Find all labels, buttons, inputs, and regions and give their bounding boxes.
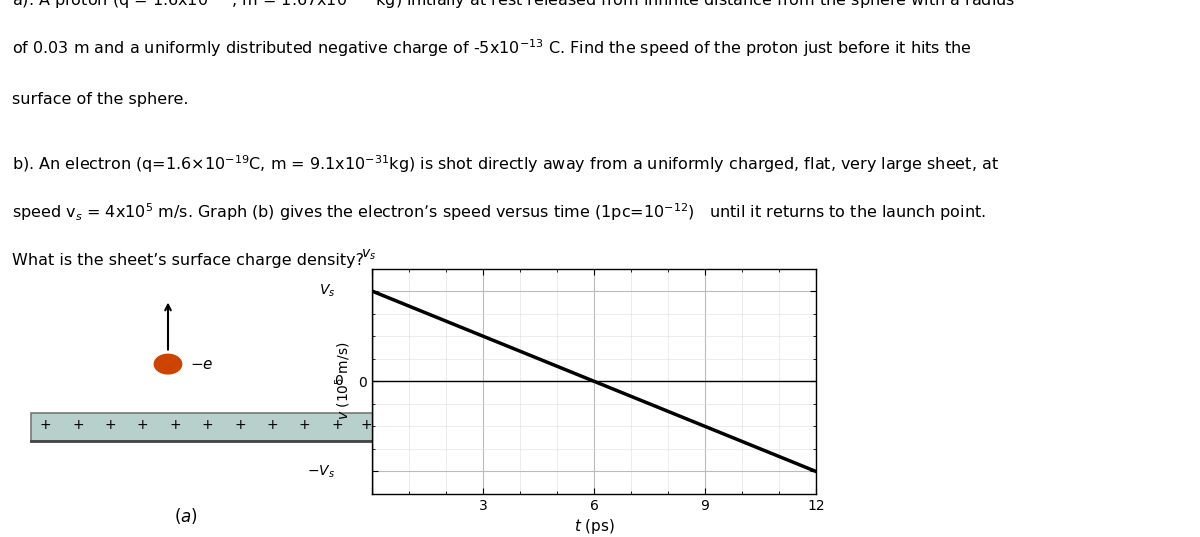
Text: +: +: [331, 418, 343, 432]
Text: +: +: [299, 418, 311, 432]
Text: +: +: [360, 418, 372, 432]
Text: speed v$_s$ = 4x10$^5$ m/s. Graph (b) gives the electron’s speed versus time (1p: speed v$_s$ = 4x10$^5$ m/s. Graph (b) gi…: [12, 201, 986, 223]
Text: b). An electron (q=1.6$\times$10$^{-19}$C, m = 9.1x10$^{-31}$kg) is shot directl: b). An electron (q=1.6$\times$10$^{-19}$…: [12, 153, 998, 175]
Text: +: +: [137, 418, 149, 432]
Text: surface of the sphere.: surface of the sphere.: [12, 92, 188, 107]
Circle shape: [155, 354, 181, 374]
Text: +: +: [40, 418, 52, 432]
Text: +: +: [202, 418, 214, 432]
Text: $(a)$: $(a)$: [174, 506, 198, 526]
Text: $-V_s$: $-V_s$: [307, 463, 335, 480]
Text: +: +: [72, 418, 84, 432]
Text: What is the sheet’s surface charge density?: What is the sheet’s surface charge densi…: [12, 253, 364, 268]
Text: a). A proton (q = 1.6x10$^{-19}$, m = 1.67x10$^{-27}$ kg) initially at rest rele: a). A proton (q = 1.6x10$^{-19}$, m = 1.…: [12, 0, 1015, 11]
Y-axis label: $v$ (10$^5$ m/s): $v$ (10$^5$ m/s): [334, 342, 353, 420]
Text: of 0.03 m and a uniformly distributed negative charge of -5x10$^{-13}$ C. Find t: of 0.03 m and a uniformly distributed ne…: [12, 38, 972, 59]
Text: 0: 0: [334, 374, 342, 388]
Text: +: +: [234, 418, 246, 432]
Bar: [31, 413, 377, 441]
Text: $V_s$: $V_s$: [319, 283, 335, 299]
Text: +: +: [266, 418, 278, 432]
X-axis label: $t$ (ps): $t$ (ps): [574, 517, 614, 536]
Text: $-e$: $-e$: [190, 357, 214, 372]
Text: +: +: [104, 418, 116, 432]
Text: +: +: [169, 418, 181, 432]
Text: $v_s$: $v_s$: [361, 248, 376, 262]
